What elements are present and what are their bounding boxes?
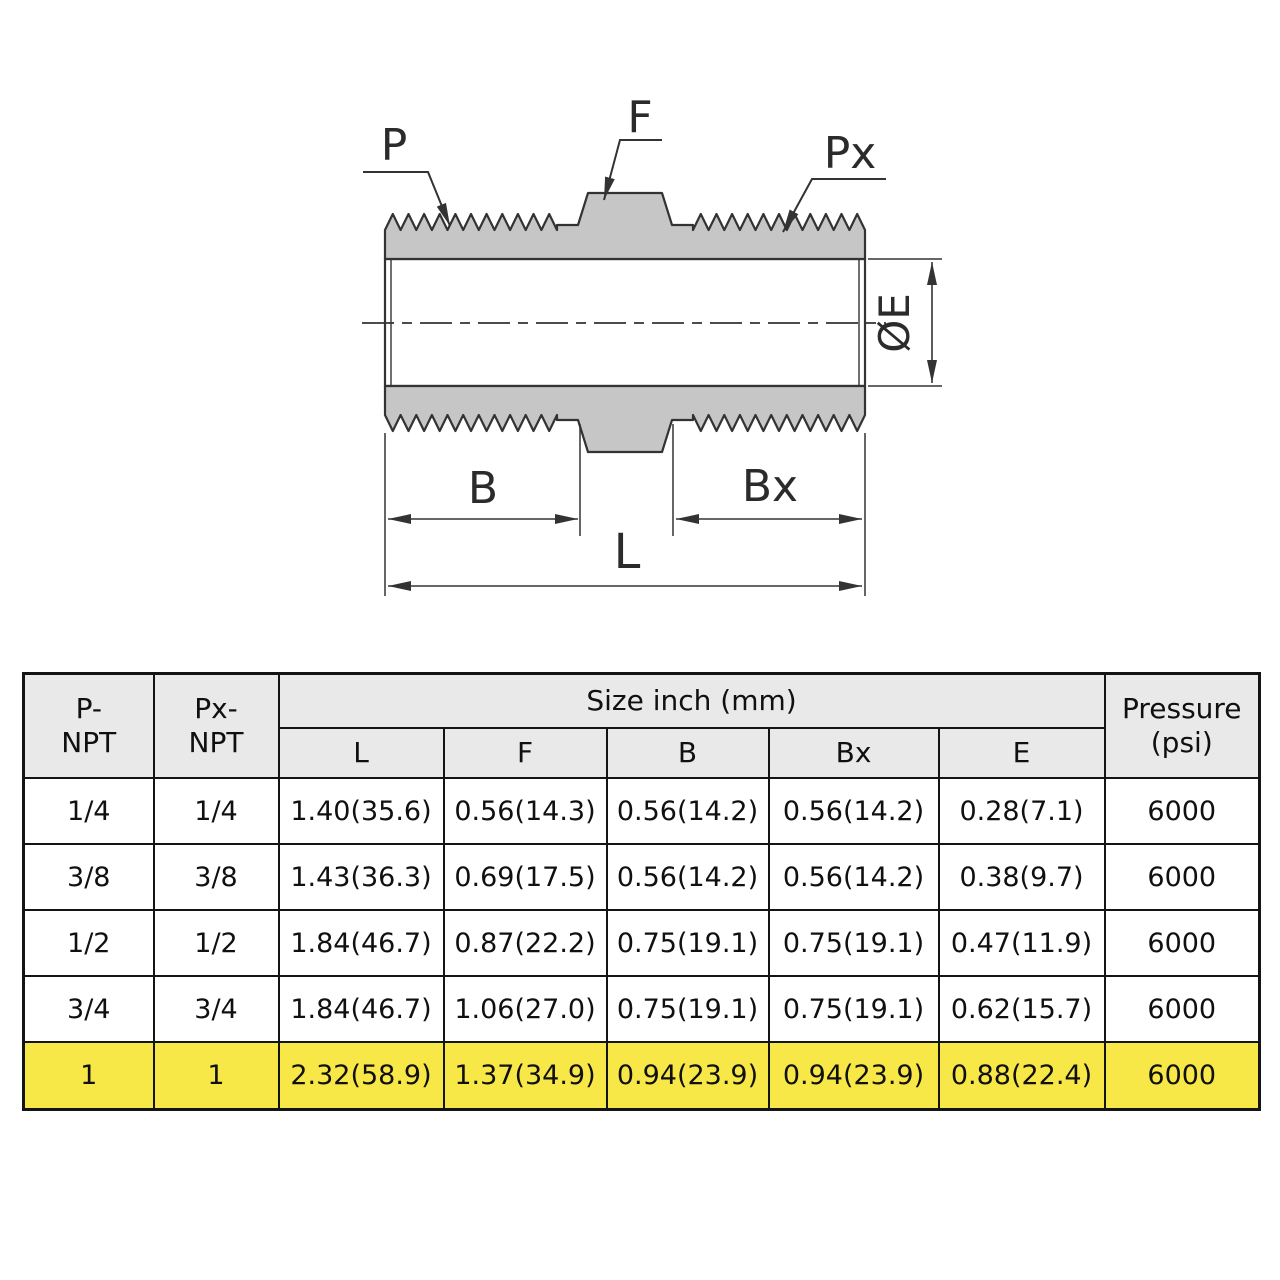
table-cell: 3/4 <box>22 975 155 1043</box>
col-header-p-npt: P- NPT <box>22 672 155 779</box>
header-row-1: P- NPT Px- NPT Size inch (mm) Pressure (… <box>22 672 1261 779</box>
fitting-diagram: P F Px ØE B Bx L <box>362 92 942 596</box>
table-cell: 3/8 <box>152 843 280 911</box>
table-cell: 1/2 <box>152 909 280 977</box>
leader-px <box>782 178 886 233</box>
table-cell: 0.38(9.7) <box>937 843 1106 911</box>
subcol-header-f: F <box>442 727 608 779</box>
table-cell: 6000 <box>1103 1041 1261 1111</box>
table-row: 3/4 3/4 1.84(46.7) 1.06(27.0) 0.75(19.1)… <box>22 975 1261 1043</box>
table-cell: 0.56(14.3) <box>442 777 608 845</box>
table-cell: 0.88(22.4) <box>937 1041 1106 1111</box>
table-cell: 1.84(46.7) <box>277 909 445 977</box>
table-cell: 0.56(14.2) <box>767 777 940 845</box>
table-cell: 0.75(19.1) <box>605 975 770 1043</box>
table-cell: 3/8 <box>22 843 155 911</box>
table-row: 1/4 1/4 1.40(35.6) 0.56(14.3) 0.56(14.2)… <box>22 777 1261 845</box>
table-row-highlighted: 1 1 2.32(58.9) 1.37(34.9) 0.94(23.9) 0.9… <box>22 1041 1261 1111</box>
label-b: B <box>468 463 498 514</box>
table-cell: 6000 <box>1103 975 1261 1043</box>
table-cell: 1 <box>152 1041 280 1111</box>
table-cell: 3/4 <box>152 975 280 1043</box>
subcol-header-e: E <box>937 727 1106 779</box>
table-cell: 1 <box>22 1041 155 1111</box>
table-cell: 0.87(22.2) <box>442 909 608 977</box>
table-cell: 0.47(11.9) <box>937 909 1106 977</box>
subcol-header-l: L <box>277 727 445 779</box>
table-row: 3/8 3/8 1.43(36.3) 0.69(17.5) 0.56(14.2)… <box>22 843 1261 911</box>
label-bx: Bx <box>742 461 798 512</box>
table-cell: 0.62(15.7) <box>937 975 1106 1043</box>
table-cell: 1.06(27.0) <box>442 975 608 1043</box>
col-header-size-group: Size inch (mm) <box>277 672 1106 729</box>
table-cell: 0.56(14.2) <box>605 843 770 911</box>
table-cell: 0.75(19.1) <box>767 975 940 1043</box>
label-diameter-e: ØE <box>870 293 919 353</box>
subcol-header-bx: Bx <box>767 727 940 779</box>
col-header-pressure: Pressure (psi) <box>1103 672 1261 779</box>
label-l: L <box>614 524 641 580</box>
label-p: P <box>381 120 408 171</box>
table-cell: 0.56(14.2) <box>605 777 770 845</box>
thread-band-bottom <box>383 384 867 454</box>
header-row-2: L F B Bx E <box>24 727 1260 779</box>
table-cell: 1.43(36.3) <box>277 843 445 911</box>
table-cell: 1.37(34.9) <box>442 1041 608 1111</box>
table-cell: 1/4 <box>22 777 155 845</box>
leader-f <box>603 139 662 201</box>
table-cell: 1/2 <box>22 909 155 977</box>
thread-band-top <box>383 191 867 261</box>
leader-p <box>363 171 451 227</box>
table-cell: 6000 <box>1103 909 1261 977</box>
table-cell: 1.84(46.7) <box>277 975 445 1043</box>
table-cell: 6000 <box>1103 843 1261 911</box>
spec-table: P- NPT Px- NPT Size inch (mm) Pressure (… <box>22 672 1261 1111</box>
table-cell: 6000 <box>1103 777 1261 845</box>
label-f: F <box>627 92 652 143</box>
table-cell: 1.40(35.6) <box>277 777 445 845</box>
table-cell: 2.32(58.9) <box>277 1041 445 1111</box>
table-cell: 0.28(7.1) <box>937 777 1106 845</box>
table-cell: 0.56(14.2) <box>767 843 940 911</box>
label-px: Px <box>824 128 877 179</box>
table-cell: 1/4 <box>152 777 280 845</box>
col-header-px-npt: Px- NPT <box>152 672 280 779</box>
table-cell: 0.75(19.1) <box>767 909 940 977</box>
table-cell: 0.94(23.9) <box>605 1041 770 1111</box>
subcol-header-b: B <box>605 727 770 779</box>
table-cell: 0.94(23.9) <box>767 1041 940 1111</box>
table-row: 1/2 1/2 1.84(46.7) 0.87(22.2) 0.75(19.1)… <box>22 909 1261 977</box>
table-cell: 0.75(19.1) <box>605 909 770 977</box>
table-cell: 0.69(17.5) <box>442 843 608 911</box>
